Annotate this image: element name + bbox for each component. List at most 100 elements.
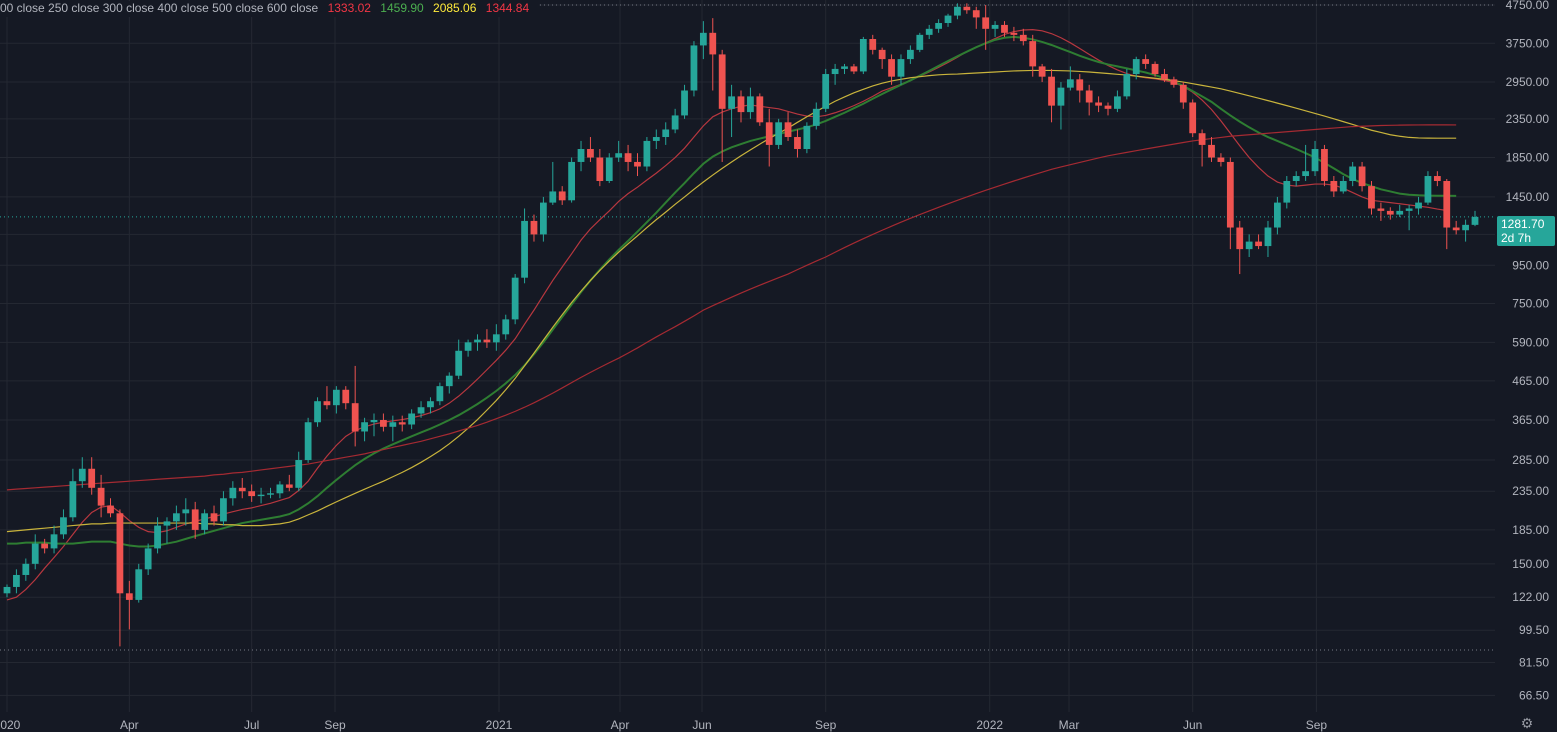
candle-body <box>812 108 820 126</box>
x-tick-label: 2020 <box>0 718 21 732</box>
candle-body <box>859 39 867 72</box>
candle-body <box>229 487 237 499</box>
candle-body <box>1245 241 1253 250</box>
candle-body <box>1161 74 1168 80</box>
y-tick-label: 365.00 <box>1512 413 1549 427</box>
candle-body <box>1236 227 1244 250</box>
candle-body <box>1001 24 1008 33</box>
x-tick-label: Sep <box>815 718 837 732</box>
x-tick-label: 2022 <box>976 718 1003 732</box>
y-tick-label: 750.00 <box>1512 297 1549 311</box>
candle-body <box>389 422 397 427</box>
candle-body <box>615 153 623 158</box>
candle-body <box>906 49 914 60</box>
candle-body <box>41 543 49 549</box>
candle-body <box>1057 87 1065 106</box>
y-tick-label: 2950.00 <box>1506 75 1550 89</box>
candle-body <box>1029 41 1037 67</box>
candle-body <box>1076 79 1084 91</box>
candle-body <box>304 422 312 461</box>
candle-body <box>1321 149 1328 182</box>
candle-body <box>1302 171 1310 177</box>
candle-body <box>267 493 274 495</box>
legend-value-4: 1344.84 <box>485 1 530 15</box>
candle-body <box>1292 176 1300 182</box>
candle-body <box>643 140 651 167</box>
candle-body <box>370 420 378 423</box>
candle-body <box>257 494 265 497</box>
candle-body <box>474 339 481 343</box>
candle-body <box>1226 161 1234 228</box>
candle-body <box>3 586 11 594</box>
moving-average-line <box>6 69 1457 533</box>
y-tick-label: 590.00 <box>1512 335 1549 349</box>
candle-body <box>558 191 566 201</box>
candle-body <box>605 157 613 182</box>
candle-body <box>1349 166 1357 182</box>
candle-body <box>577 149 585 162</box>
candle-body <box>60 517 67 535</box>
settings-gear-icon[interactable]: ⚙ <box>1520 715 1534 731</box>
candle-body <box>1462 224 1469 231</box>
bar-countdown: 2d 7h <box>1501 231 1532 245</box>
candle-body <box>295 460 303 488</box>
candle-body <box>1264 227 1272 247</box>
candle-body <box>718 54 726 109</box>
candle-body <box>1142 59 1150 64</box>
candle-body <box>285 484 293 488</box>
x-tick-label: Apr <box>611 718 630 732</box>
last-price-tag: 1281.70 2d 7h <box>1497 216 1555 246</box>
candle-body <box>436 386 444 402</box>
y-tick-label: 465.00 <box>1512 374 1549 388</box>
candle-body <box>765 122 773 145</box>
candle-body <box>1151 63 1159 75</box>
x-tick-label: Jun <box>692 718 711 732</box>
y-tick-label: 950.00 <box>1512 258 1549 272</box>
candle-body <box>13 574 20 587</box>
candle-body <box>144 548 152 570</box>
candle-body <box>784 122 792 138</box>
candle-body <box>455 350 463 376</box>
candle-body <box>897 59 905 77</box>
candle-body <box>1208 144 1215 158</box>
candle-body <box>878 49 886 60</box>
candle-body <box>1019 34 1027 42</box>
candle-body <box>1198 133 1206 145</box>
candle-body <box>511 277 519 320</box>
candle-body <box>107 505 114 514</box>
candle-body <box>737 96 745 113</box>
candle-body <box>1396 210 1404 215</box>
y-tick-label: 235.00 <box>1512 484 1549 498</box>
candle-body <box>332 389 340 406</box>
candle-body <box>1358 166 1366 187</box>
candle-body <box>182 509 190 514</box>
x-tick-label: Apr <box>120 718 139 732</box>
y-tick-label: 81.50 <box>1519 655 1549 669</box>
candle-body <box>22 563 30 575</box>
legend-label: 00 close 250 close 300 close 400 close 5… <box>0 1 319 15</box>
candle-body <box>78 468 86 482</box>
candle-body <box>1471 216 1479 225</box>
candle-body <box>1330 181 1338 192</box>
candle-body <box>831 68 839 75</box>
candle-body <box>69 481 77 518</box>
candle-body <box>1132 59 1140 75</box>
candle-body <box>210 513 218 522</box>
moving-average-line <box>6 29 1447 601</box>
candle-body <box>662 129 670 138</box>
candle-body <box>1085 90 1093 103</box>
candle-body <box>671 115 679 130</box>
legend-value-3: 2085.06 <box>433 1 477 15</box>
candle-body <box>935 23 943 29</box>
candle-body <box>238 487 246 492</box>
candle-body <box>991 24 999 29</box>
candle-body <box>822 74 830 109</box>
candle-body <box>925 28 933 35</box>
candle-body <box>1283 181 1291 203</box>
candle-body <box>361 422 368 432</box>
candle-body <box>1066 79 1074 88</box>
candle-body <box>972 10 980 18</box>
candle-body <box>954 6 961 16</box>
candle-body <box>191 509 199 530</box>
